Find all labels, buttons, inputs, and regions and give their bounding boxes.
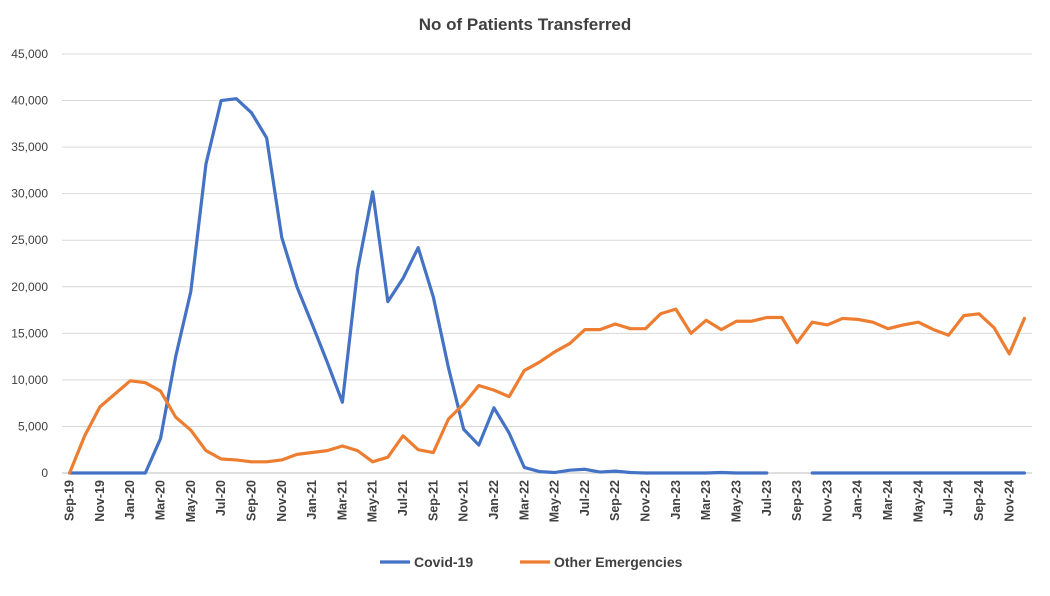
x-tick-label: Sep-19 bbox=[63, 480, 77, 521]
y-tick-label: 40,000 bbox=[11, 94, 48, 108]
x-tick-label: Jul-22 bbox=[578, 480, 592, 516]
x-axis-ticks: Sep-19 Nov-19 Jan-20 Mar-20 May-20 Jul-20 Sep-… bbox=[63, 480, 1017, 522]
y-tick-label: 30,000 bbox=[11, 187, 48, 201]
x-tick-label: Jul-23 bbox=[760, 480, 774, 516]
x-tick-label: Sep-23 bbox=[790, 480, 804, 521]
x-tick-label: May-20 bbox=[184, 480, 198, 522]
y-tick-label: 35,000 bbox=[11, 140, 48, 154]
x-tick-label: Jan-24 bbox=[851, 480, 865, 520]
x-tick-label: Mar-22 bbox=[517, 480, 531, 520]
y-tick-label: 25,000 bbox=[11, 233, 48, 247]
chart-title: No of Patients Transferred bbox=[419, 15, 632, 34]
x-tick-label: Mar-24 bbox=[881, 480, 895, 520]
x-tick-label: Sep-20 bbox=[244, 480, 258, 521]
x-tick-label: May-21 bbox=[366, 480, 380, 522]
x-tick-label: Nov-23 bbox=[820, 480, 834, 522]
y-axis-ticks: 0 5,000 10,000 15,000 20,000 25,000 30,000 35,0… bbox=[11, 47, 48, 480]
x-tick-label: May-22 bbox=[548, 480, 562, 522]
x-tick-label: Sep-24 bbox=[972, 480, 986, 521]
series-layer bbox=[67, 97, 1027, 475]
series-line bbox=[67, 97, 1027, 475]
x-tick-label: Nov-20 bbox=[275, 480, 289, 522]
x-tick-label: Nov-21 bbox=[457, 480, 471, 522]
legend-item: Other Emergencies bbox=[520, 554, 683, 570]
series-other-emergencies bbox=[67, 307, 1027, 475]
x-tick-label: Jan-20 bbox=[123, 480, 137, 520]
legend: Covid-19 Other Emergencies bbox=[380, 554, 683, 570]
x-tick-label: Sep-22 bbox=[608, 480, 622, 521]
y-tick-label: 15,000 bbox=[11, 326, 48, 340]
x-tick-label: Mar-20 bbox=[154, 480, 168, 520]
x-tick-label: Mar-23 bbox=[699, 480, 713, 520]
series-covid-19 bbox=[67, 97, 1027, 475]
x-tick-label: Jul-21 bbox=[396, 480, 410, 516]
grid-lines bbox=[62, 53, 1032, 474]
x-tick-label: Nov-24 bbox=[1002, 480, 1016, 522]
x-tick-label: May-23 bbox=[729, 480, 743, 522]
x-tick-label: Sep-21 bbox=[426, 480, 440, 521]
series-line bbox=[67, 307, 1027, 475]
legend-item: Covid-19 bbox=[380, 554, 473, 570]
x-tick-label: Jan-22 bbox=[487, 480, 501, 520]
legend-label: Covid-19 bbox=[414, 554, 473, 570]
y-tick-label: 5,000 bbox=[18, 419, 48, 433]
x-tick-label: Nov-22 bbox=[639, 480, 653, 522]
y-tick-label: 20,000 bbox=[11, 280, 48, 294]
x-tick-label: Nov-19 bbox=[93, 480, 107, 522]
y-tick-label: 0 bbox=[41, 466, 48, 480]
y-tick-label: 10,000 bbox=[11, 373, 48, 387]
x-tick-label: Jul-20 bbox=[214, 480, 228, 516]
x-tick-label: Jan-21 bbox=[305, 480, 319, 520]
y-tick-label: 45,000 bbox=[11, 47, 48, 61]
legend-label: Other Emergencies bbox=[554, 554, 683, 570]
x-tick-label: Jan-23 bbox=[669, 480, 683, 520]
x-tick-label: Jul-24 bbox=[942, 480, 956, 516]
x-tick-label: Mar-21 bbox=[335, 480, 349, 520]
x-tick-label: May-24 bbox=[911, 480, 925, 522]
